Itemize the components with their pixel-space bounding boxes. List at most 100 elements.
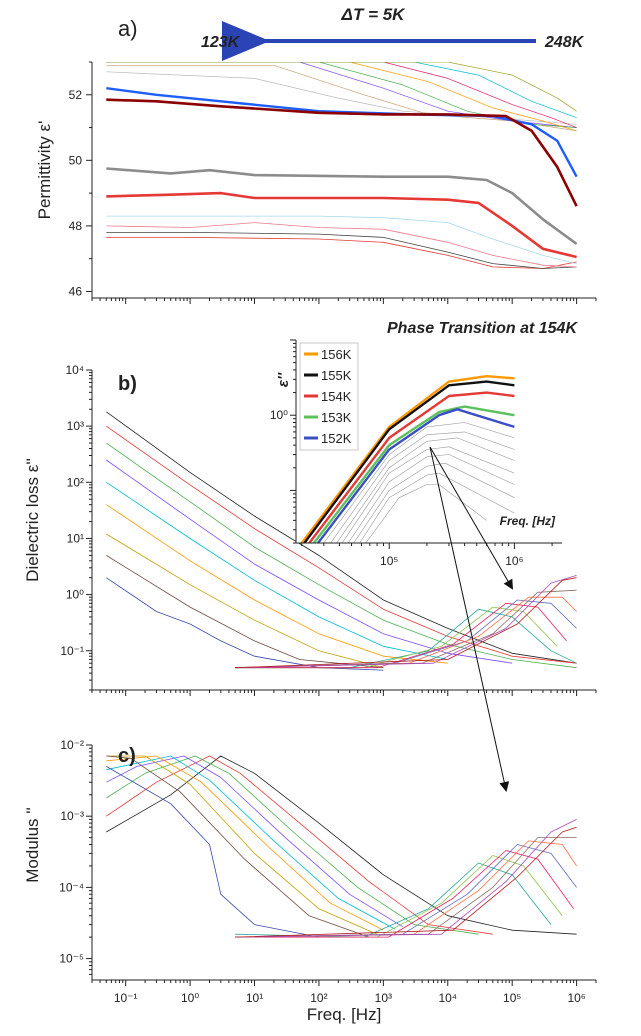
inset-x-tick-label: 10⁶ [505, 554, 523, 568]
inset-series-line-1 [303, 380, 515, 543]
panel-c-x-tick-label: 10¹ [246, 991, 263, 1005]
panel-b-series-line-3 [106, 459, 513, 664]
panel-c-series-line-6 [106, 755, 378, 935]
panel-c-series-line-2 [106, 755, 479, 935]
panel-c-xlabel: Freq. [Hz] [307, 1005, 382, 1024]
panel-c-x-tick-label: 10⁶ [567, 991, 585, 1005]
panel-a-y-tick-label: 50 [69, 153, 83, 167]
panel-a-y-tick-label: 52 [69, 88, 83, 102]
chart-panel-b: 10⁻¹ 10⁰ 10¹ 10² 10³ 10⁴ b) Dielectric loss ε… [23, 363, 597, 696]
inset-legend: 156K 155K 154K 153K 152K [299, 342, 359, 451]
panel-b-y-tick-label: 10⁴ [65, 363, 84, 377]
inset-x-tick-label: 10⁵ [380, 554, 398, 568]
panel-a-series-line-12 [106, 62, 577, 119]
panel-a-series-line-0 [106, 237, 577, 269]
panel-c-series-line-1 [106, 755, 493, 935]
panel-b-y-tick-label: 10³ [67, 419, 84, 433]
panel-a-series-line-13 [106, 62, 577, 112]
panel-c-series-line-15 [235, 819, 577, 938]
inset-series-line-9 [347, 454, 515, 543]
panel-a-series-line-15 [106, 98, 578, 207]
inset-series-line-10 [353, 462, 515, 543]
chart-panel-c: 10⁻⁵ 10⁻⁴ 10⁻³ 10⁻² 10⁻¹ 10⁰ 10¹ 10² 10³ 10⁴ 10⁵ 10… [23, 738, 597, 1024]
chart-panel-a: 46 48 50 52 Permittivity ε' [35, 61, 597, 304]
panel-c-series-line-9 [235, 862, 552, 938]
panel-c-y-tick-label: 10⁻³ [60, 809, 84, 823]
panel-c-x-tick-label: 10⁰ [181, 991, 199, 1005]
panel-a-series-line-1 [106, 232, 577, 269]
header: a) ΔT = 5K 123K 248K [118, 5, 585, 62]
panel-c-series-line-10 [235, 855, 563, 938]
end-temp-label: 248K [544, 34, 585, 51]
panel-c-y-tick-label: 10⁻⁵ [59, 952, 84, 966]
panel-c-x-tick-label: 10³ [375, 991, 392, 1005]
inset-legend-label: 153K [321, 410, 352, 425]
panel-b-y-tick-label: 10⁻¹ [60, 644, 84, 658]
annotation-arrows [429, 446, 514, 792]
panel-a-series-line-3 [106, 215, 577, 264]
panel-a-series-line-9 [106, 62, 577, 128]
panel-c-y-tick-label: 10⁻⁴ [59, 880, 84, 894]
panel-b-y-tick-label: 10¹ [67, 531, 84, 545]
panel-c-series-line-3 [106, 755, 403, 928]
panel-b-series-line-11 [235, 602, 567, 669]
delta-t-label: ΔT = 5K [341, 5, 407, 24]
inset-series-line-2 [308, 391, 515, 543]
panel-c-series-line-12 [235, 844, 577, 938]
inset-title: Phase Transition at 154K [387, 320, 578, 337]
panel-a-y-tick-label: 46 [69, 284, 83, 298]
inset-series-line-6 [330, 431, 515, 543]
panel-c-ylabel: Modulus '' [23, 807, 42, 882]
panel-b-label: b) [118, 373, 137, 395]
panel-a-ylabel: Permittivity ε' [35, 121, 54, 220]
panel-a-series-line-5 [106, 167, 578, 245]
panel-c-x-tick-label: 10⁻¹ [114, 991, 138, 1005]
panel-b-series-line-0 [106, 411, 577, 664]
panel-a-series-line-4 [106, 191, 577, 259]
start-temp-label: 123K [201, 34, 241, 51]
panel-c-y-tick-label: 10⁻² [60, 738, 84, 752]
panel-c-series-line-16 [235, 826, 577, 938]
panel-c-series-line-5 [106, 755, 384, 931]
panel-b-series-line-5 [106, 504, 448, 664]
inset-series-line-4 [317, 408, 515, 543]
inset-series-line-3 [312, 405, 515, 543]
inset-series-line-0 [300, 375, 515, 543]
panel-b-series-line-8 [106, 577, 384, 671]
panel-b-series-line-4 [106, 481, 448, 660]
panel-a-series-line-14 [106, 87, 578, 178]
panel-b-series-line-6 [106, 533, 384, 669]
inset-series-line-5 [323, 422, 515, 543]
panel-c-x-tick-label: 10⁴ [439, 991, 458, 1005]
panel-a-label: a) [118, 16, 138, 41]
panel-b-series-line-16 [235, 577, 577, 669]
inset-legend-label: 155K [321, 368, 352, 383]
inset-series-line-7 [336, 437, 515, 543]
panel-c-series-line-7 [106, 755, 370, 938]
inset-y-tick-label: 10⁰ [270, 408, 288, 422]
inset-legend-label: 156K [321, 347, 352, 362]
panel-b-series-line-13 [235, 596, 577, 669]
inset-series-line-11 [359, 472, 515, 543]
inset-series-line-12 [365, 484, 487, 543]
panel-b-y-tick-label: 10⁰ [66, 588, 84, 602]
panel-a-y-tick-label: 48 [69, 219, 83, 233]
panel-b-series-line-15 [235, 575, 577, 669]
panel-b-series-line-1 [106, 425, 577, 664]
panel-b-ylabel: Dielectric loss ε'' [23, 458, 42, 582]
inset-legend-label: 152K [321, 431, 352, 446]
panel-c-label: c) [118, 745, 136, 767]
panel-c-x-tick-label: 10⁵ [503, 991, 521, 1005]
panel-a-series-line-10 [106, 62, 577, 132]
arrow-to-panel-c [429, 446, 510, 792]
arrow-to-panel-b [429, 446, 514, 590]
inset-series-line-8 [341, 446, 515, 543]
panel-b-series-line-2 [106, 442, 577, 669]
panel-c-series-line-8 [106, 766, 319, 938]
panel-b-series-line-7 [106, 555, 384, 669]
chart-inset: 10⁵ 10⁶ 10⁰ Phase Transition at 154K ε'' F… [270, 320, 579, 568]
inset-legend-label: 154K [321, 389, 352, 404]
panel-a-series-line-11 [106, 62, 577, 128]
panel-c-series-line-11 [235, 850, 575, 938]
